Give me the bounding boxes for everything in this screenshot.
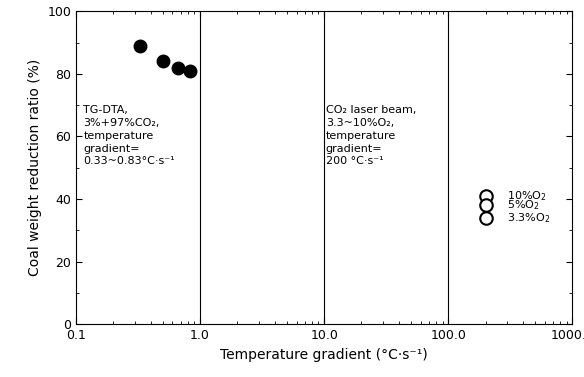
- Text: TG-DTA,
3%+97%CO₂,
temperature
gradient=
0.33~0.83°C·s⁻¹: TG-DTA, 3%+97%CO₂, temperature gradient=…: [84, 105, 175, 166]
- Text: CO₂ laser beam,
3.3~10%O₂,
temperature
gradient=
200 °C·s⁻¹: CO₂ laser beam, 3.3~10%O₂, temperature g…: [326, 105, 416, 166]
- Text: 10%O$_2$: 10%O$_2$: [507, 189, 547, 203]
- Text: 5%O$_2$: 5%O$_2$: [507, 198, 540, 212]
- X-axis label: Temperature gradient (°C·s⁻¹): Temperature gradient (°C·s⁻¹): [220, 348, 428, 362]
- Y-axis label: Coal weight reduction ratio (%): Coal weight reduction ratio (%): [27, 59, 41, 276]
- Text: 3.3%O$_2$: 3.3%O$_2$: [507, 211, 551, 225]
